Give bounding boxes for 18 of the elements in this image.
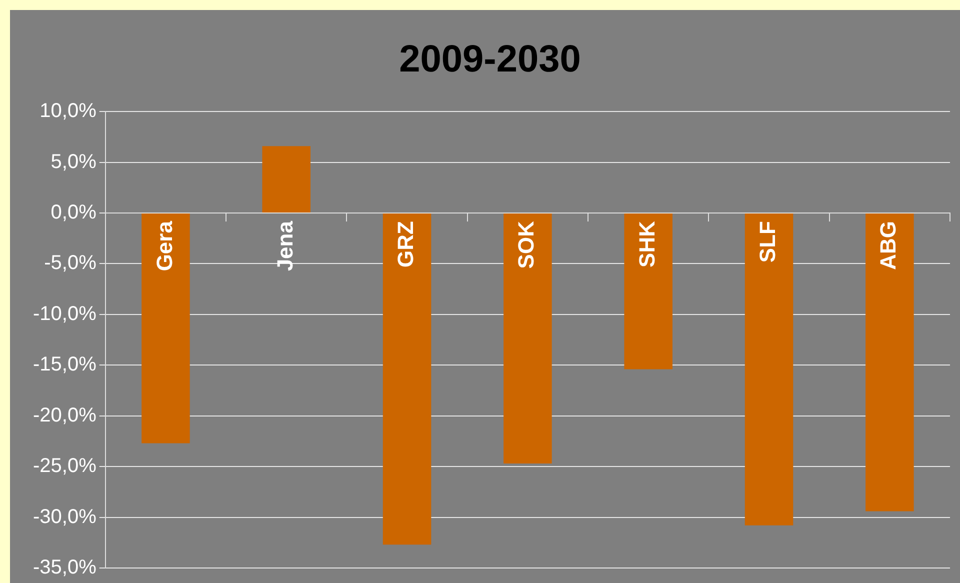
- y-tick-label: -25,0%: [32, 455, 97, 478]
- x-tick-label: Jena: [272, 220, 298, 272]
- x-tick-label: SOK: [514, 220, 539, 269]
- y-tick-label: -10,0%: [32, 302, 97, 325]
- y-tick-label: 5,0%: [50, 150, 97, 173]
- x-tick-label: SHK: [634, 220, 660, 268]
- chart-title: 2009-2030: [399, 38, 581, 80]
- x-tick-label: Gera: [152, 220, 177, 272]
- y-tick-label: 10,0%: [40, 100, 97, 122]
- y-tick-label: -5,0%: [44, 252, 97, 274]
- x-tick-label: ABG: [876, 221, 901, 270]
- x-tick-label: SLF: [755, 221, 780, 263]
- x-tick-label: GRZ: [393, 221, 418, 268]
- y-tick-label: -20,0%: [32, 404, 97, 426]
- y-tick-label: -30,0%: [32, 506, 97, 528]
- y-tick-label: -15,0%: [32, 354, 97, 376]
- y-tick-label: -35,0%: [32, 556, 97, 579]
- y-tick-label: 0,0%: [50, 202, 97, 224]
